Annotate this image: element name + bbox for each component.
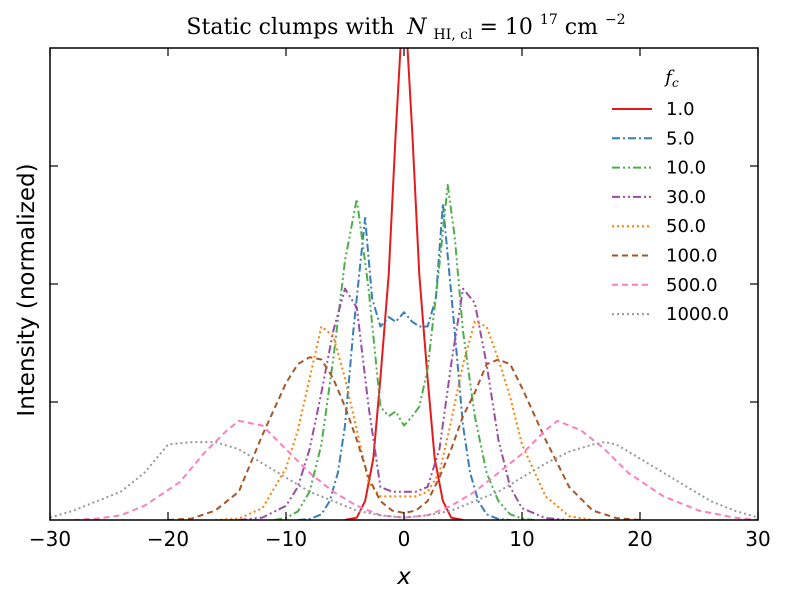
title-math-exponent: 17	[540, 12, 558, 28]
legend-label: 50.0	[666, 216, 706, 237]
series-line-10-0	[274, 183, 534, 520]
plot-frame	[49, 47, 759, 521]
title-math-symbol: N	[406, 15, 427, 40]
title-math-subscript: HI, cl	[434, 27, 473, 43]
title-math-equals: = 10	[480, 15, 533, 40]
series-line-1-0	[344, 48, 464, 520]
legend-label: 100.0	[666, 246, 718, 267]
x-tick-label: −30	[29, 527, 71, 551]
legend-label: 1000.0	[666, 304, 729, 325]
legend-label: 5.0	[666, 128, 695, 149]
x-tick-label: −10	[265, 527, 307, 551]
x-axis-label: x	[396, 564, 411, 590]
x-tick-label: 0	[398, 527, 411, 551]
y-axis-label: Intensity (normalized)	[14, 163, 40, 416]
series-line-50-0	[215, 320, 593, 520]
legend-label: 1.0	[666, 99, 695, 120]
axes: −30 −20 −10 0 10 20 30	[29, 47, 771, 551]
x-tick-label: 20	[627, 527, 652, 551]
series-line-1000-0	[50, 441, 758, 519]
title-math-unit: cm	[565, 15, 598, 40]
legend-label: 10.0	[666, 158, 706, 179]
chart-title: Static clumps with N HI, cl = 10 17 cm −…	[186, 5, 625, 45]
title-math-unit-exponent: −2	[605, 12, 626, 28]
x-tick-label: −20	[147, 527, 189, 551]
series-line-5-0	[297, 202, 511, 520]
legend: fc 1.0 5.0 10.0 30.0 50.0 100.0 500.0 1000.0	[612, 67, 729, 325]
x-tick-label: 30	[745, 527, 770, 551]
plot-area	[50, 48, 758, 520]
legend-label: 500.0	[666, 275, 718, 296]
legend-title: fc	[663, 67, 679, 90]
series-line-100-0	[167, 356, 641, 520]
legend-label: 30.0	[666, 187, 706, 208]
x-tick-label: 10	[509, 527, 534, 551]
series-line-500-0	[73, 419, 758, 520]
series-line-30-0	[238, 287, 570, 520]
chart-title-text: Static clumps with	[186, 15, 394, 40]
